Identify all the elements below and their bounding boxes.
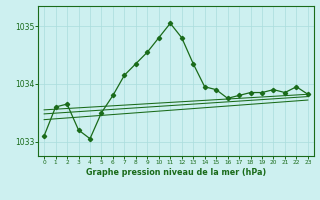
X-axis label: Graphe pression niveau de la mer (hPa): Graphe pression niveau de la mer (hPa) [86,168,266,177]
